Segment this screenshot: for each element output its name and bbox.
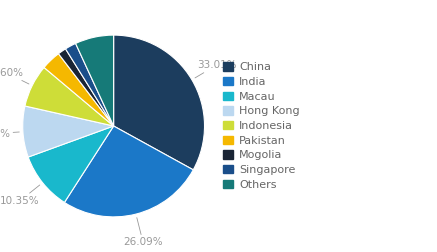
Legend: China, India, Macau, Hong Kong, Indonesia, Pakistan, Mogolia, Singapore, Others: China, India, Macau, Hong Kong, Indonesi… — [222, 61, 301, 191]
Wedge shape — [28, 126, 114, 202]
Wedge shape — [25, 68, 114, 126]
Text: 33.01%: 33.01% — [195, 60, 237, 78]
Text: 26.09%: 26.09% — [123, 218, 163, 247]
Wedge shape — [64, 126, 193, 217]
Text: 10.35%: 10.35% — [0, 185, 40, 206]
Text: 9.08%: 9.08% — [0, 129, 19, 139]
Wedge shape — [59, 49, 114, 126]
Wedge shape — [114, 35, 205, 170]
Text: 7.60%: 7.60% — [0, 68, 29, 84]
Wedge shape — [23, 106, 114, 157]
Wedge shape — [44, 54, 114, 126]
Wedge shape — [66, 43, 114, 126]
Wedge shape — [76, 35, 114, 126]
